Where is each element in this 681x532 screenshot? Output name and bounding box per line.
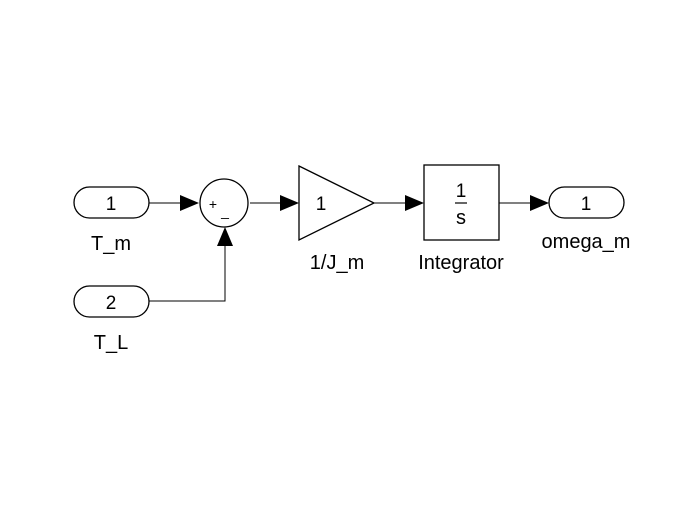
wire-tl-to-sum[interactable] <box>149 246 226 302</box>
sum-block[interactable]: + _ <box>199 178 249 228</box>
integrator-label[interactable]: Integrator <box>418 252 504 274</box>
arrowhead-integrator-input <box>405 195 424 211</box>
inport-1-label[interactable]: T_m <box>91 233 131 255</box>
inport-1-shape <box>73 186 150 219</box>
outport-1-number: 1 <box>581 194 592 215</box>
inport-2-number: 2 <box>106 293 117 314</box>
gain-triangle <box>298 164 376 242</box>
inport-block-2[interactable]: 2 <box>73 285 150 318</box>
inport-2-shape <box>73 285 150 318</box>
outport-block-1[interactable]: 1 <box>548 186 625 219</box>
inport-1-number: 1 <box>106 194 117 215</box>
outport-1-shape <box>548 186 625 219</box>
arrowhead-sum-input-1 <box>180 195 199 211</box>
sum-plus-sign: + <box>209 196 217 212</box>
integrator-numerator: 1 <box>456 181 467 202</box>
gain-value: 1 <box>316 194 327 215</box>
inport-2-label[interactable]: T_L <box>94 332 128 354</box>
sum-minus-sign: _ <box>220 203 229 219</box>
inport-block-1[interactable]: 1 <box>73 186 150 219</box>
arrowhead-sum-input-2 <box>217 227 233 246</box>
arrowhead-outport-input <box>530 195 549 211</box>
outport-1-label[interactable]: omega_m <box>542 231 631 253</box>
signal-lines <box>149 195 549 302</box>
arrowhead-gain-input <box>280 195 299 211</box>
gain-block[interactable]: 1 <box>298 164 376 242</box>
integrator-block[interactable]: 1 s <box>423 164 500 241</box>
sum-circle <box>199 178 249 228</box>
integrator-denominator: s <box>456 207 466 229</box>
gain-label[interactable]: 1/J_m <box>310 252 364 274</box>
